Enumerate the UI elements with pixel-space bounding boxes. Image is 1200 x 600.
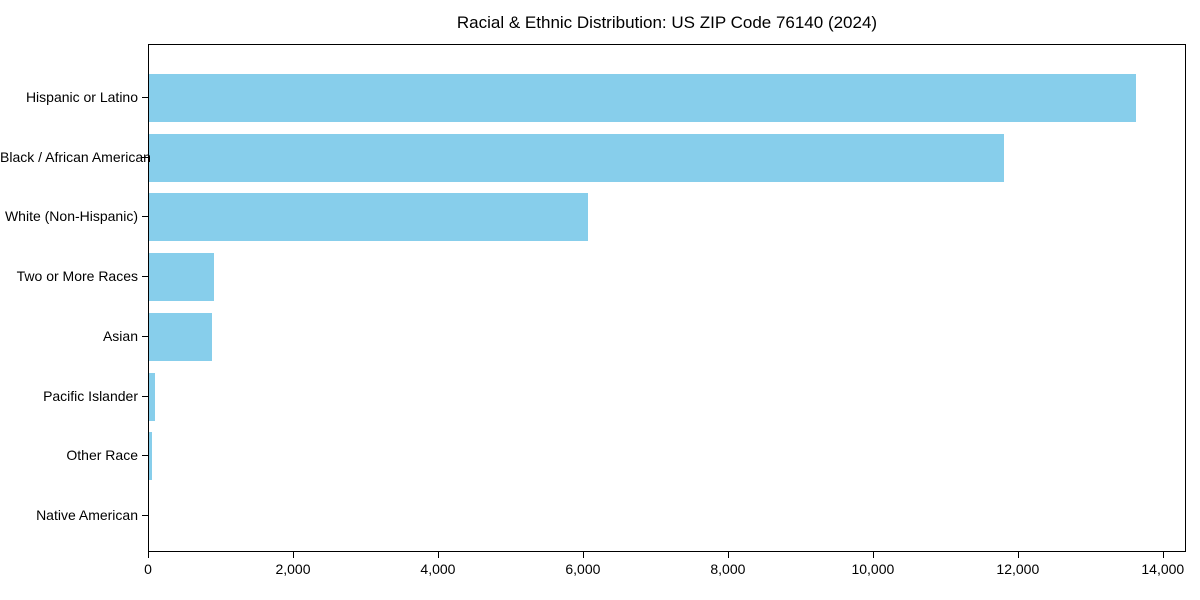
y-tick-label-hispanic-or-latino: Hispanic or Latino bbox=[25, 89, 138, 105]
y-tick-mark bbox=[142, 335, 148, 337]
bar-pacific-islander bbox=[149, 372, 156, 421]
x-tick-mark bbox=[1017, 552, 1019, 558]
x-tick-label: 8,000 bbox=[710, 561, 746, 577]
y-tick-mark bbox=[142, 156, 148, 158]
x-tick-label: 10,000 bbox=[851, 561, 895, 577]
y-tick-label-other-race: Other Race bbox=[66, 447, 138, 464]
y-tick-label-asian: Asian bbox=[102, 327, 138, 344]
x-tick-mark bbox=[437, 552, 439, 558]
x-tick-mark bbox=[582, 552, 584, 558]
y-tick-label-two-or-more-races: Two or More Races bbox=[16, 268, 138, 285]
y-tick-mark bbox=[142, 276, 148, 278]
bar-two-or-more-races bbox=[149, 253, 215, 302]
x-tick-label: 2,000 bbox=[275, 561, 311, 577]
plot-area bbox=[148, 44, 1186, 552]
y-tick-label-native-american: Native American bbox=[36, 506, 138, 523]
y-tick-label-white-non-hispanic: White (Non-Hispanic) bbox=[4, 208, 138, 225]
chart-title: Racial & Ethnic Distribution: US ZIP Cod… bbox=[456, 13, 878, 32]
x-tick-mark bbox=[292, 552, 294, 558]
y-tick-label-black-african-american: Black / African American bbox=[0, 148, 151, 165]
bar-other-race bbox=[149, 432, 152, 481]
x-tick-label: 4,000 bbox=[420, 561, 456, 577]
x-tick-label: 12,000 bbox=[996, 561, 1040, 577]
y-tick-mark bbox=[142, 514, 148, 516]
y-tick-mark bbox=[142, 455, 148, 457]
x-tick-mark bbox=[1162, 552, 1164, 558]
x-tick-mark bbox=[148, 552, 149, 558]
x-tick-mark bbox=[727, 552, 729, 558]
bar-white-non-hispanic bbox=[149, 193, 588, 242]
y-tick-mark bbox=[142, 97, 148, 98]
x-tick-mark bbox=[872, 552, 874, 558]
bar-black-african-american bbox=[149, 133, 1004, 182]
x-tick-label: 14,000 bbox=[1141, 561, 1185, 577]
bar-asian bbox=[149, 312, 213, 361]
y-tick-mark bbox=[142, 395, 148, 397]
y-tick-label-pacific-islander: Pacific Islander bbox=[43, 387, 138, 404]
bar-hispanic-or-latino bbox=[149, 74, 1137, 122]
x-tick-label: 6,000 bbox=[565, 561, 601, 577]
x-tick-label: 0 bbox=[144, 561, 152, 577]
y-tick-mark bbox=[142, 216, 148, 218]
